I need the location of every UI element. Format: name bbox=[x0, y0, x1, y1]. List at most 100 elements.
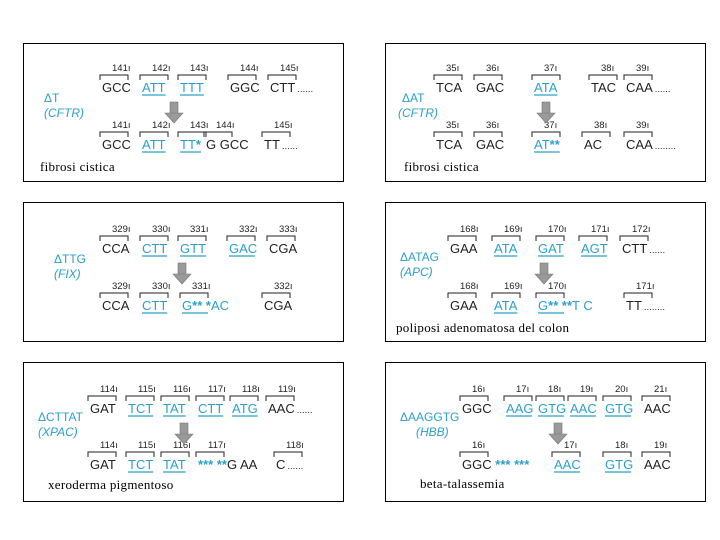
codon-bracket bbox=[447, 235, 477, 241]
codon: G** **T C bbox=[538, 298, 593, 313]
gene-label: (HBB) bbox=[416, 425, 449, 439]
codon: GCC bbox=[102, 137, 131, 152]
sequence-continuation: ........ bbox=[655, 141, 676, 152]
position-number: 35ı bbox=[446, 120, 459, 131]
sequence-diagram: ΔCTTAT (XPAC) GAT 114ı TCT 115ı TAT 116ı CTT 11… bbox=[38, 384, 313, 473]
position-number: 36ı bbox=[486, 63, 499, 74]
position-number: 115ı bbox=[138, 440, 156, 451]
codon: CGA bbox=[264, 298, 293, 313]
codon: TTT bbox=[180, 80, 204, 95]
disease-caption: beta-talassemia bbox=[420, 476, 505, 491]
position-number: 330ı bbox=[152, 224, 171, 235]
codon-bracket bbox=[459, 395, 489, 401]
codon-bracket bbox=[641, 395, 671, 401]
panel-cftr-delta-at: ΔAT (CFTR) TCA 35ı GAC 36ı ATA 37ı TAC 38ı CAA 39… bbox=[385, 43, 706, 182]
codon: AAC bbox=[268, 401, 295, 416]
position-number: 17ı bbox=[516, 384, 529, 395]
position-number: 16ı bbox=[472, 440, 485, 451]
codon-bracket bbox=[535, 395, 565, 401]
codon: AC bbox=[584, 137, 602, 152]
codon: TT* bbox=[180, 137, 202, 152]
codon: TT bbox=[626, 298, 642, 313]
mutant-sequence: GAA 168ı ATA 169ı G** **T C 170ı TT 171ı.......… bbox=[447, 281, 665, 314]
codon-bracket bbox=[203, 131, 233, 137]
codon-bracket bbox=[195, 395, 225, 401]
codon-bracket bbox=[567, 395, 597, 401]
codon: ATT bbox=[142, 137, 166, 152]
position-number: 36ı bbox=[486, 120, 499, 131]
codon-bracket bbox=[139, 292, 169, 298]
codon: TCA bbox=[436, 80, 462, 95]
codon-bracket bbox=[535, 292, 565, 298]
mutation-label: ΔATAG bbox=[400, 250, 439, 264]
position-number: 21ı bbox=[654, 384, 667, 395]
codon: CGA bbox=[269, 241, 298, 256]
codon: TCT bbox=[128, 457, 153, 472]
codon: GGC bbox=[230, 80, 260, 95]
codon: C bbox=[276, 457, 285, 472]
position-number: 19ı bbox=[580, 384, 593, 395]
panel-cftr-delta-t: ΔT (CFTR) GCC 141ı ATT 142ı TTT 143ı GGC 144ı CT… bbox=[23, 43, 344, 182]
codon: GAC bbox=[476, 137, 504, 152]
codon-bracket bbox=[623, 74, 653, 80]
position-number: 168ı bbox=[460, 224, 479, 235]
sequence-continuation: ...... bbox=[282, 141, 298, 152]
codon: GAC bbox=[229, 241, 257, 256]
position-number: 117ı bbox=[208, 384, 226, 395]
codon: AAC bbox=[644, 401, 671, 416]
normal-sequence: GCC 141ı ATT 142ı TTT 143ı GGC 144ı CTT 145ı.....… bbox=[99, 63, 313, 96]
position-number: 145ı bbox=[280, 63, 299, 74]
position-number: 38ı bbox=[601, 63, 614, 74]
mutant-sequence: GAT 114ı TCT 115ı TAT 116ı *** **G AA 117ı C118ı… bbox=[87, 440, 304, 473]
panel-xpac-delta-cttat: ΔCTTAT (XPAC) GAT 114ı TCT 115ı TAT 116ı CTT 11… bbox=[23, 362, 344, 502]
codon-bracket bbox=[473, 131, 503, 137]
codon-bracket bbox=[459, 451, 489, 457]
codon: CAA bbox=[626, 80, 653, 95]
codon: CTT bbox=[622, 241, 647, 256]
position-number: 169ı bbox=[504, 224, 523, 235]
position-number: 37ı bbox=[544, 63, 557, 74]
mutation-label: ΔT bbox=[44, 91, 60, 105]
sequence-diagram: ΔT (CFTR) GCC 141ı ATT 142ı TTT 143ı GGC 144ı CT… bbox=[44, 63, 313, 153]
position-number: 331ı bbox=[192, 281, 211, 292]
sequence-continuation: ...... bbox=[649, 245, 665, 256]
sequence-continuation: ...... bbox=[655, 84, 671, 95]
codon-bracket bbox=[491, 292, 521, 298]
codon-bracket bbox=[87, 395, 117, 401]
position-number: 143ı bbox=[190, 63, 209, 74]
panel-apc-delta-atag: ΔATAG (APC) GAA 168ı ATA 169ı GAT 170ı AGT 171ı… bbox=[385, 202, 706, 342]
codon-bracket bbox=[177, 131, 207, 137]
codon: TCA bbox=[436, 137, 462, 152]
position-number: 115ı bbox=[138, 384, 156, 395]
codon-bracket bbox=[177, 235, 207, 241]
codon: G** *AC bbox=[182, 298, 229, 313]
panel-hbb-delta-aaggtg: ΔAAGGTG (HBB) GGC 16ı AAG 17ı GTG 18ı AAC 19ı GT… bbox=[385, 362, 706, 502]
codon-bracket bbox=[160, 451, 190, 457]
codon-bracket bbox=[551, 451, 581, 457]
down-arrow-icon bbox=[548, 422, 568, 445]
position-number: 169ı bbox=[504, 281, 523, 292]
position-number: 142ı bbox=[152, 120, 171, 131]
codon-bracket bbox=[433, 74, 463, 80]
position-number: 141ı bbox=[112, 63, 131, 74]
codon-bracket bbox=[160, 395, 190, 401]
position-number: 332ı bbox=[274, 281, 293, 292]
codon-bracket bbox=[578, 235, 608, 241]
position-number: 119ı bbox=[278, 384, 296, 395]
codon: CTT bbox=[142, 241, 167, 256]
codon-bracket bbox=[581, 131, 611, 137]
codon: GAT bbox=[90, 401, 116, 416]
codon-bracket bbox=[473, 74, 503, 80]
normal-sequence: GGC 16ı AAG 17ı GTG 18ı AAC 19ı GTG 20ı AAC 21ı bbox=[459, 384, 671, 417]
position-number: 39ı bbox=[636, 63, 649, 74]
codon: GAC bbox=[476, 80, 504, 95]
codon: GTG bbox=[605, 457, 633, 472]
sequence-diagram: ΔTTG (FIX) CCA329ıCTT330ıGTT331ıGAC332ıC… bbox=[54, 224, 298, 314]
codon: ATA bbox=[494, 241, 518, 256]
position-number: 329ı bbox=[112, 281, 131, 292]
gene-label: (FIX) bbox=[54, 267, 81, 281]
position-number: 332ı bbox=[239, 224, 258, 235]
sequence-continuation: ........ bbox=[644, 302, 665, 313]
codon-bracket bbox=[226, 235, 256, 241]
codon-bracket bbox=[535, 235, 565, 241]
